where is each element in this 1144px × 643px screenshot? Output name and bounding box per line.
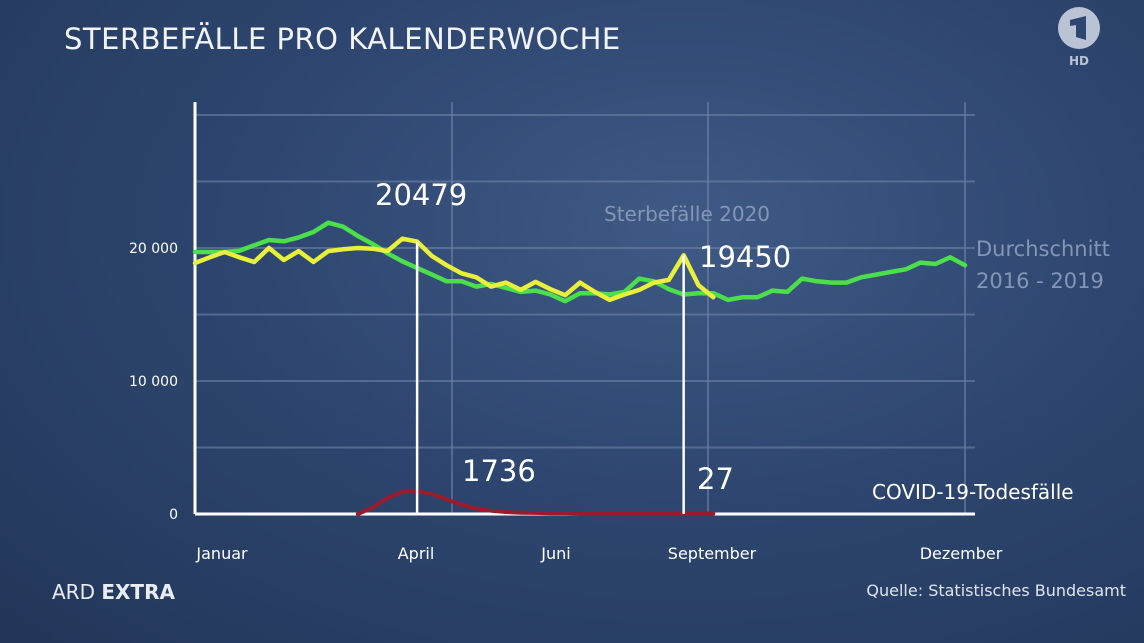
source-note: Quelle: Statistisches Bundesamt (866, 581, 1126, 600)
ard-extra-brand: ARD EXTRA (52, 580, 175, 604)
y-tick-label: 10 000 (129, 374, 178, 390)
y-tick-label: 20 000 (129, 241, 178, 257)
series-line-2020 (192, 236, 716, 303)
data-label-peak-august: 19450 (699, 240, 792, 274)
legend-label-line: 2016 - 2019 (976, 269, 1104, 293)
brand-extra: EXTRA (101, 580, 175, 604)
data-label-peak-april: 20479 (375, 178, 468, 212)
grid (193, 102, 975, 516)
legend-label-average: Durchschnitt 2016 - 2019 (976, 233, 1110, 297)
brand-ard: ARD (52, 580, 95, 604)
svg-text:HD: HD (1069, 54, 1089, 68)
chart-title: STERBEFÄLLE PRO KALENDERWOCHE (64, 22, 621, 56)
legend-label-covid: COVID-19-Todesfälle (872, 480, 1074, 504)
x-tick-label: Juni (541, 544, 571, 563)
x-tick-label: September (667, 544, 757, 563)
x-tick-label: April (397, 544, 435, 563)
data-label-covid-peak: 1736 (462, 454, 536, 488)
ard-logo-icon: HD (1058, 7, 1100, 68)
x-tick-label: Januar (196, 544, 248, 563)
y-tick-label: 0 (169, 507, 178, 523)
data-label-covid-august: 27 (697, 462, 734, 496)
x-tick-label: Dezember (919, 544, 1003, 563)
legend-label-2020: Sterbefälle 2020 (604, 202, 771, 226)
series-line-average (192, 220, 968, 304)
series-line-covid (355, 488, 716, 516)
legend-label-line: Durchschnitt (976, 237, 1110, 261)
